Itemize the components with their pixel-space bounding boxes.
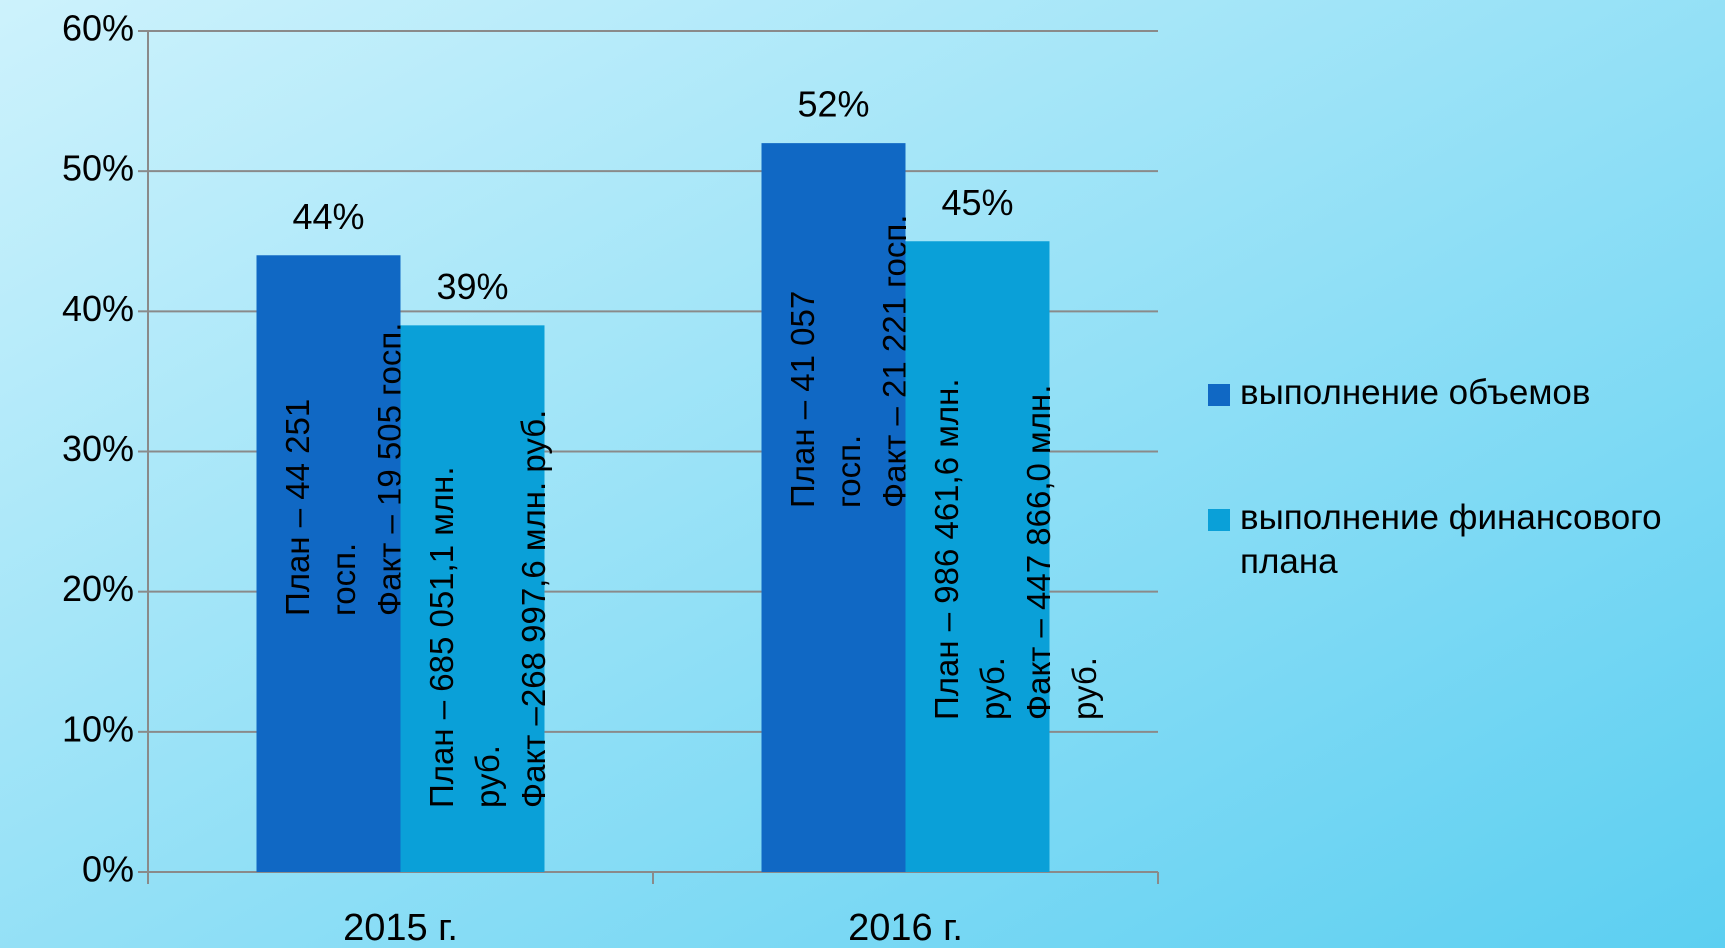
legend-label: выполнение финансового плана: [1240, 498, 1662, 581]
bar-annotation: Факт –268 997,6 млн. руб.: [515, 410, 552, 808]
bar: [905, 241, 1050, 872]
legend-line: плана: [1240, 542, 1338, 581]
data-label: 44%: [292, 196, 364, 237]
bar-annotation: План – 41 057: [784, 291, 821, 508]
data-label: 39%: [436, 266, 508, 307]
y-tick-label: 10%: [62, 708, 134, 749]
y-tick-label: 40%: [62, 288, 134, 329]
legend-label: выполнение объемов: [1240, 373, 1591, 412]
bar: [400, 325, 545, 873]
y-tick-label: 30%: [62, 428, 134, 469]
bar-annotation: План – 44 251: [279, 399, 316, 616]
bar-annotation: руб.: [1066, 657, 1103, 720]
legend-swatch: [1208, 509, 1230, 531]
bar-annotation: руб.: [469, 745, 506, 808]
y-tick-label: 20%: [62, 568, 134, 609]
bar-annotation: руб.: [974, 657, 1011, 720]
y-tick-label: 0%: [82, 849, 134, 890]
x-tick-label: 2016 г.: [848, 907, 963, 948]
legend-swatch: [1208, 384, 1230, 406]
legend-line: выполнение финансового: [1240, 498, 1662, 537]
bar: [761, 143, 906, 873]
legend-line: выполнение объемов: [1240, 373, 1591, 412]
y-tick-label: 60%: [62, 8, 134, 49]
y-tick-label: 50%: [62, 148, 134, 189]
bar-annotation: госп.: [830, 435, 867, 508]
data-label: 52%: [797, 84, 869, 125]
bar-annotation: Факт – 447 866,0 млн.: [1020, 385, 1057, 720]
x-tick-label: 2015 г.: [343, 907, 458, 948]
bar-annotation: План – 986 461,6 млн.: [928, 378, 965, 720]
bar-annotation: госп.: [325, 543, 362, 616]
bar-annotation: План – 685 051,1 млн.: [423, 466, 460, 808]
bar: [256, 255, 401, 872]
data-label: 45%: [941, 182, 1013, 223]
